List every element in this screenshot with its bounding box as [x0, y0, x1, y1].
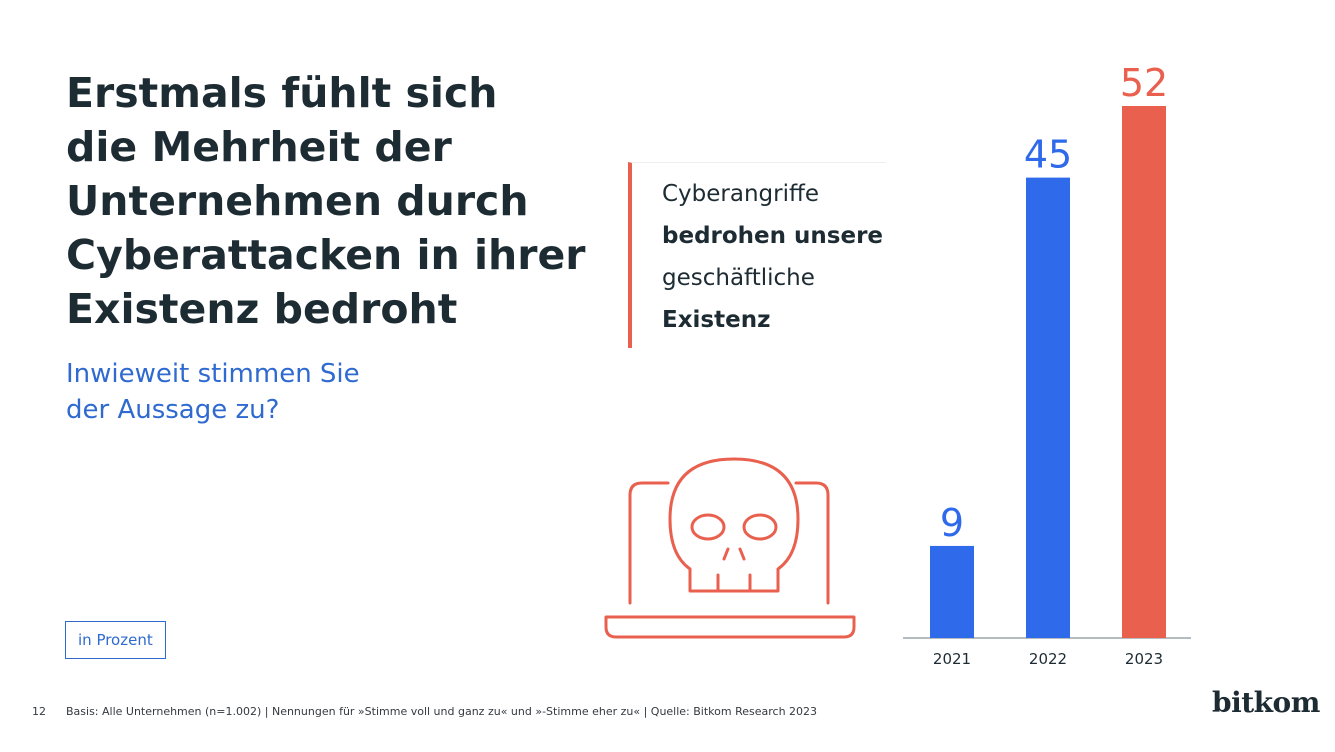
survey-question: Inwieweit stimmen Sie der Aussage zu? [66, 356, 486, 428]
page-number: 12 [32, 705, 46, 718]
laptop-skull-icon [604, 457, 856, 639]
category-label-2023: 2023 [1125, 650, 1163, 668]
category-label-2022: 2022 [1029, 650, 1067, 668]
statement-line-1: Cyberangriffe [662, 181, 819, 207]
page-title: Erstmals fühlt sich die Mehrheit der Unt… [66, 66, 606, 336]
source-note: Basis: Alle Unternehmen (n=1.002) | Nenn… [66, 705, 818, 718]
bar-chart: 9 2021 45 2022 52 2023 [903, 61, 1191, 668]
question-line-1: Inwieweit stimmen Sie [66, 359, 360, 389]
bar-2023 [1122, 106, 1166, 638]
value-label-2023: 52 [1120, 61, 1168, 105]
title-line-2: die Mehrheit der [66, 123, 452, 171]
bitkom-logo: bitkom [1212, 686, 1320, 719]
unit-label: in Prozent [65, 621, 166, 659]
value-label-2022: 45 [1024, 133, 1072, 177]
title-line-4: Cyberattacken in ihrer [66, 231, 586, 279]
statement-box: Cyberangriffe bedrohen unsere geschäftli… [628, 162, 886, 348]
footer: 12 Basis: Alle Unternehmen (n=1.002) | N… [0, 703, 1335, 723]
question-line-2: der Aussage zu? [66, 395, 280, 425]
title-line-1: Erstmals fühlt sich [66, 69, 498, 117]
statement-line-4: Existenz [662, 307, 771, 333]
title-line-5: Existenz bedroht [66, 285, 458, 333]
bar-2022 [1026, 177, 1070, 638]
statement-line-2: bedrohen unsere [662, 223, 884, 249]
value-label-2021: 9 [940, 501, 964, 545]
category-label-2021: 2021 [933, 650, 971, 668]
bar-2021 [930, 545, 974, 638]
statement-line-3: geschäftliche [662, 265, 815, 291]
title-line-3: Unternehmen durch [66, 177, 529, 225]
